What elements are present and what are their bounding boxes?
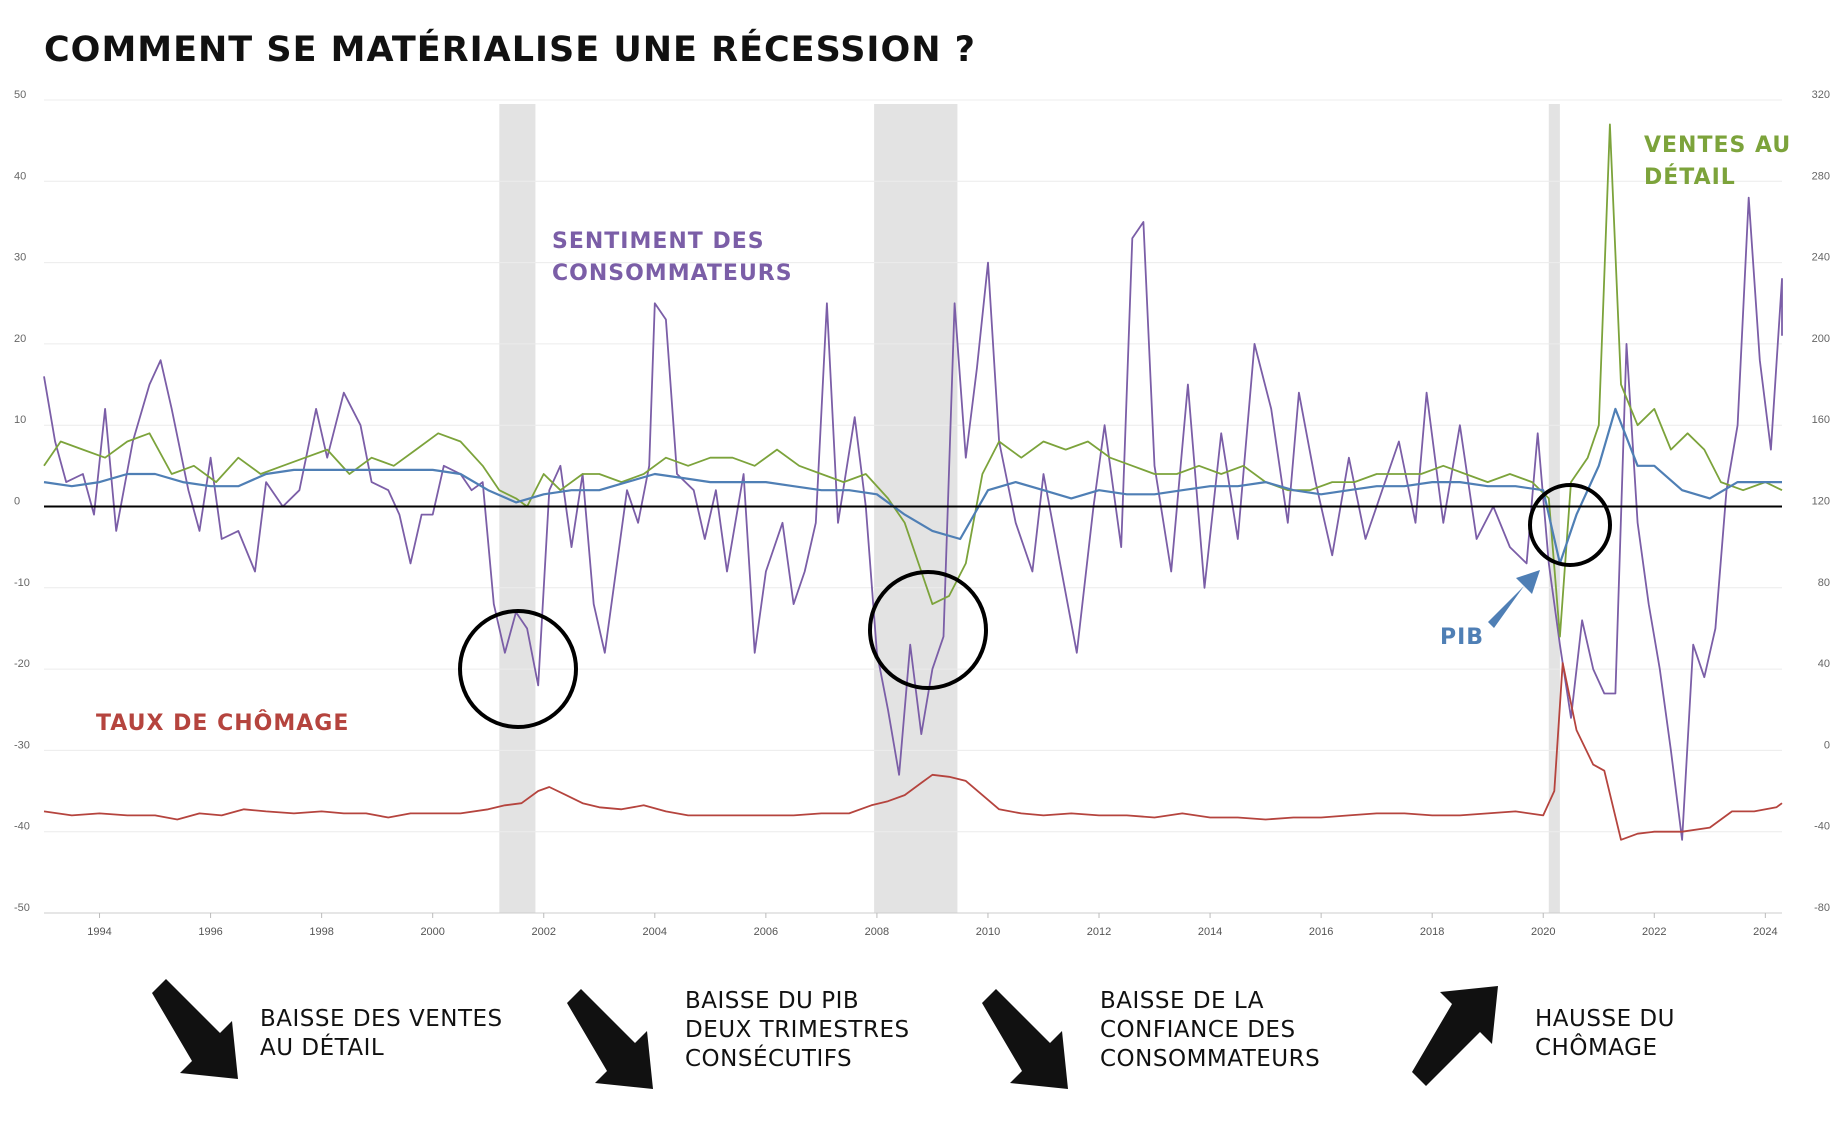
step-3: BAISSE DE LA CONFIANCE DES CONSOMMATEURS [970,975,1390,1115]
x-axis: 1994 1996 1998 2000 2002 2004 2006 2008 2010 2012… [44,912,1782,938]
y-left-tick: -50 [14,902,30,914]
highlight-circle-0 [458,609,578,729]
x-tick-label: 1994 [87,926,111,938]
x-tick-label: 2024 [1753,926,1777,938]
y-right-tick: 0 [1824,739,1830,751]
step-1: BAISSE DES VENTES AU DÉTAIL [140,975,560,1115]
y-right-tick: 280 [1812,170,1830,182]
y-right-tick: 240 [1812,252,1830,264]
series-label-5: PIB [1440,625,1484,650]
y-left-tick: -10 [14,577,30,589]
x-tick-label: 1996 [198,926,222,938]
step-1-text: BAISSE DES VENTES AU DÉTAIL [260,1006,503,1061]
page-title: COMMENT SE MATÉRIALISE UNE RÉCESSION ? [44,30,976,70]
pib-arrow-icon [1488,570,1540,628]
y-right-tick: -40 [1814,821,1830,833]
y-axis-right: 320 280 240 200 160 120 80 40 0 -40 -80 [1812,89,1830,914]
step-2-text: BAISSE DU PIB DEUX TRIMESTRES CONSÉCUTIF… [685,988,910,1072]
series-line-1 [43,123,1783,638]
x-tick-label: 2000 [420,926,444,938]
y-right-tick: 120 [1812,496,1830,508]
y-left-tick: 20 [14,333,26,345]
series-labels: SENTIMENT DES CONSOMMATEURS VENTES AU DÉTAI… [96,133,1791,736]
y-right-tick: 320 [1812,89,1830,101]
x-tick-label: 2012 [1087,926,1111,938]
y-right-tick: -80 [1814,902,1830,914]
series-line-2 [43,407,1782,565]
x-tick-label: 2004 [643,926,667,938]
arrow-up-right-icon [1412,986,1498,1086]
x-tick-label: 2020 [1531,926,1555,938]
series-label-2: VENTES AU [1644,133,1791,158]
series-label-0: SENTIMENT DES [552,229,765,254]
x-tick-label: 2018 [1420,926,1444,938]
y-axis-left: 50 40 30 20 10 0 -10 -20 -30 -40 -50 [14,89,30,914]
y-left-tick: 30 [14,252,26,264]
y-right-tick: 40 [1818,658,1830,670]
x-tick-label: 2010 [976,926,1000,938]
y-left-tick: -30 [14,739,30,751]
arrow-down-right-icon [152,979,238,1079]
y-left-tick: 0 [14,496,20,508]
series-label-4: TAUX DE CHÔMAGE [96,710,349,736]
series-line-0 [43,196,1783,841]
series-line-3 [43,662,1783,841]
arrow-down-right-icon [982,989,1068,1089]
y-right-tick: 160 [1812,414,1830,426]
recession-band-0 [499,104,536,913]
x-tick-label: 1998 [309,926,333,938]
x-tick-label: 2014 [1198,926,1222,938]
series-lines [43,123,1783,841]
x-tick-label: 2002 [532,926,556,938]
recession-bands [499,104,1560,913]
x-tick-label: 2016 [1309,926,1333,938]
y-right-tick: 200 [1812,333,1830,345]
y-left-tick: -40 [14,821,30,833]
step-4-text: HAUSSE DU CHÔMAGE [1535,1006,1675,1061]
recession-band-1 [874,104,958,913]
y-left-tick: 40 [14,170,26,182]
series-label-3: DÉTAIL [1644,164,1736,190]
step-3-text: BAISSE DE LA CONFIANCE DES CONSOMMATEURS [1100,988,1321,1072]
y-left-tick: -20 [14,658,30,670]
arrow-down-right-icon [567,989,653,1089]
x-tick-label: 2006 [754,926,778,938]
highlight-circle-1 [868,570,988,690]
x-tick-label: 2022 [1642,926,1666,938]
step-4: HAUSSE DU CHÔMAGE [1400,975,1820,1115]
highlight-circle-2 [1528,483,1612,567]
x-tick-label: 2008 [865,926,889,938]
step-2: BAISSE DU PIB DEUX TRIMESTRES CONSÉCUTIF… [555,975,975,1115]
y-right-tick: 80 [1818,577,1830,589]
y-left-tick: 50 [14,89,26,101]
series-label-1: CONSOMMATEURS [552,261,793,286]
highlight-circles [458,483,1612,729]
recession-band-2 [1548,104,1560,913]
y-left-tick: 10 [14,414,26,426]
